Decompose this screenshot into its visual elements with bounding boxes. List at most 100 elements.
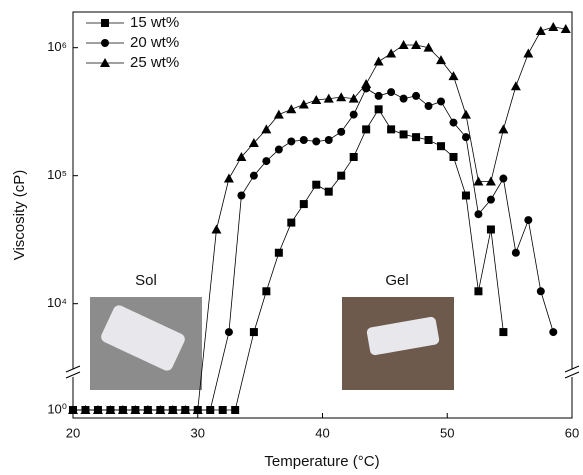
marker (236, 151, 247, 161)
marker (511, 248, 520, 257)
marker (231, 406, 240, 414)
break-gap (66, 369, 80, 377)
marker (211, 224, 222, 234)
y-tick-label: 10⁰ (47, 401, 67, 416)
legend-text: 20 wt% (130, 34, 179, 51)
marker (287, 218, 296, 227)
marker (560, 23, 571, 33)
marker (473, 176, 484, 186)
marker (387, 88, 396, 97)
marker (486, 225, 495, 234)
marker (423, 42, 434, 52)
marker (510, 81, 521, 91)
marker (411, 39, 422, 49)
x-tick-label: 30 (191, 425, 205, 440)
marker (386, 48, 397, 58)
legend-text: 15 wt% (130, 14, 179, 31)
y-tick-label: 10⁶ (47, 39, 67, 54)
break-mark (65, 365, 81, 373)
marker (192, 405, 203, 414)
marker (535, 25, 546, 35)
marker (424, 136, 433, 144)
break-mark (65, 371, 81, 379)
marker (498, 124, 509, 134)
break-gap (565, 369, 579, 377)
marker (218, 406, 227, 414)
marker (448, 71, 459, 81)
marker (312, 180, 321, 189)
marker (206, 406, 215, 414)
marker (180, 405, 191, 414)
marker (337, 171, 346, 180)
marker (249, 171, 258, 180)
marker (105, 405, 116, 414)
marker (474, 287, 483, 296)
marker (167, 405, 178, 414)
marker (485, 176, 496, 186)
marker (68, 405, 78, 414)
marker (349, 110, 358, 119)
marker (499, 174, 508, 183)
marker (299, 136, 308, 144)
y-tick-label: 10⁵ (47, 167, 67, 182)
marker (399, 130, 408, 139)
marker (130, 405, 141, 414)
marker (337, 127, 346, 136)
y-tick-label: 10⁴ (47, 295, 67, 310)
marker (248, 138, 259, 148)
marker (373, 56, 384, 66)
marker (374, 105, 383, 114)
marker (261, 124, 272, 134)
marker (461, 133, 470, 142)
marker (437, 97, 446, 106)
vial (366, 316, 440, 356)
marker (449, 152, 458, 161)
x-tick-label: 60 (565, 425, 579, 440)
marker (398, 39, 409, 49)
marker (286, 104, 297, 114)
marker (298, 99, 309, 109)
x-tick-label: 40 (315, 425, 329, 440)
marker (361, 79, 372, 89)
marker (412, 91, 421, 100)
marker (262, 287, 271, 296)
marker (336, 92, 347, 102)
marker (262, 157, 271, 166)
marker (249, 328, 258, 337)
marker (348, 93, 359, 103)
marker (299, 200, 308, 209)
marker (312, 137, 321, 146)
vial (101, 305, 185, 371)
marker (100, 58, 110, 67)
marker (224, 328, 233, 337)
marker (549, 328, 558, 337)
marker (92, 405, 103, 414)
marker (273, 109, 284, 119)
marker (155, 405, 166, 414)
marker (324, 136, 333, 144)
marker (237, 191, 246, 200)
marker (362, 125, 371, 134)
series-line (73, 26, 566, 411)
marker (548, 22, 559, 32)
marker (424, 102, 433, 111)
marker (274, 145, 283, 154)
marker (486, 195, 495, 204)
y-axis-title: Viscosity (cP) (11, 170, 28, 261)
x-tick-label: 50 (440, 425, 454, 440)
break-mark (564, 371, 580, 379)
marker (499, 328, 508, 337)
x-axis-title: Temperature (°C) (264, 453, 379, 470)
marker (274, 248, 283, 257)
legend-text: 25 wt% (130, 54, 179, 71)
marker (399, 94, 408, 103)
marker (523, 48, 534, 58)
marker (474, 210, 483, 219)
marker (287, 137, 296, 146)
marker (223, 173, 234, 183)
marker (536, 287, 545, 296)
marker (460, 109, 471, 119)
axis-break (65, 365, 580, 379)
